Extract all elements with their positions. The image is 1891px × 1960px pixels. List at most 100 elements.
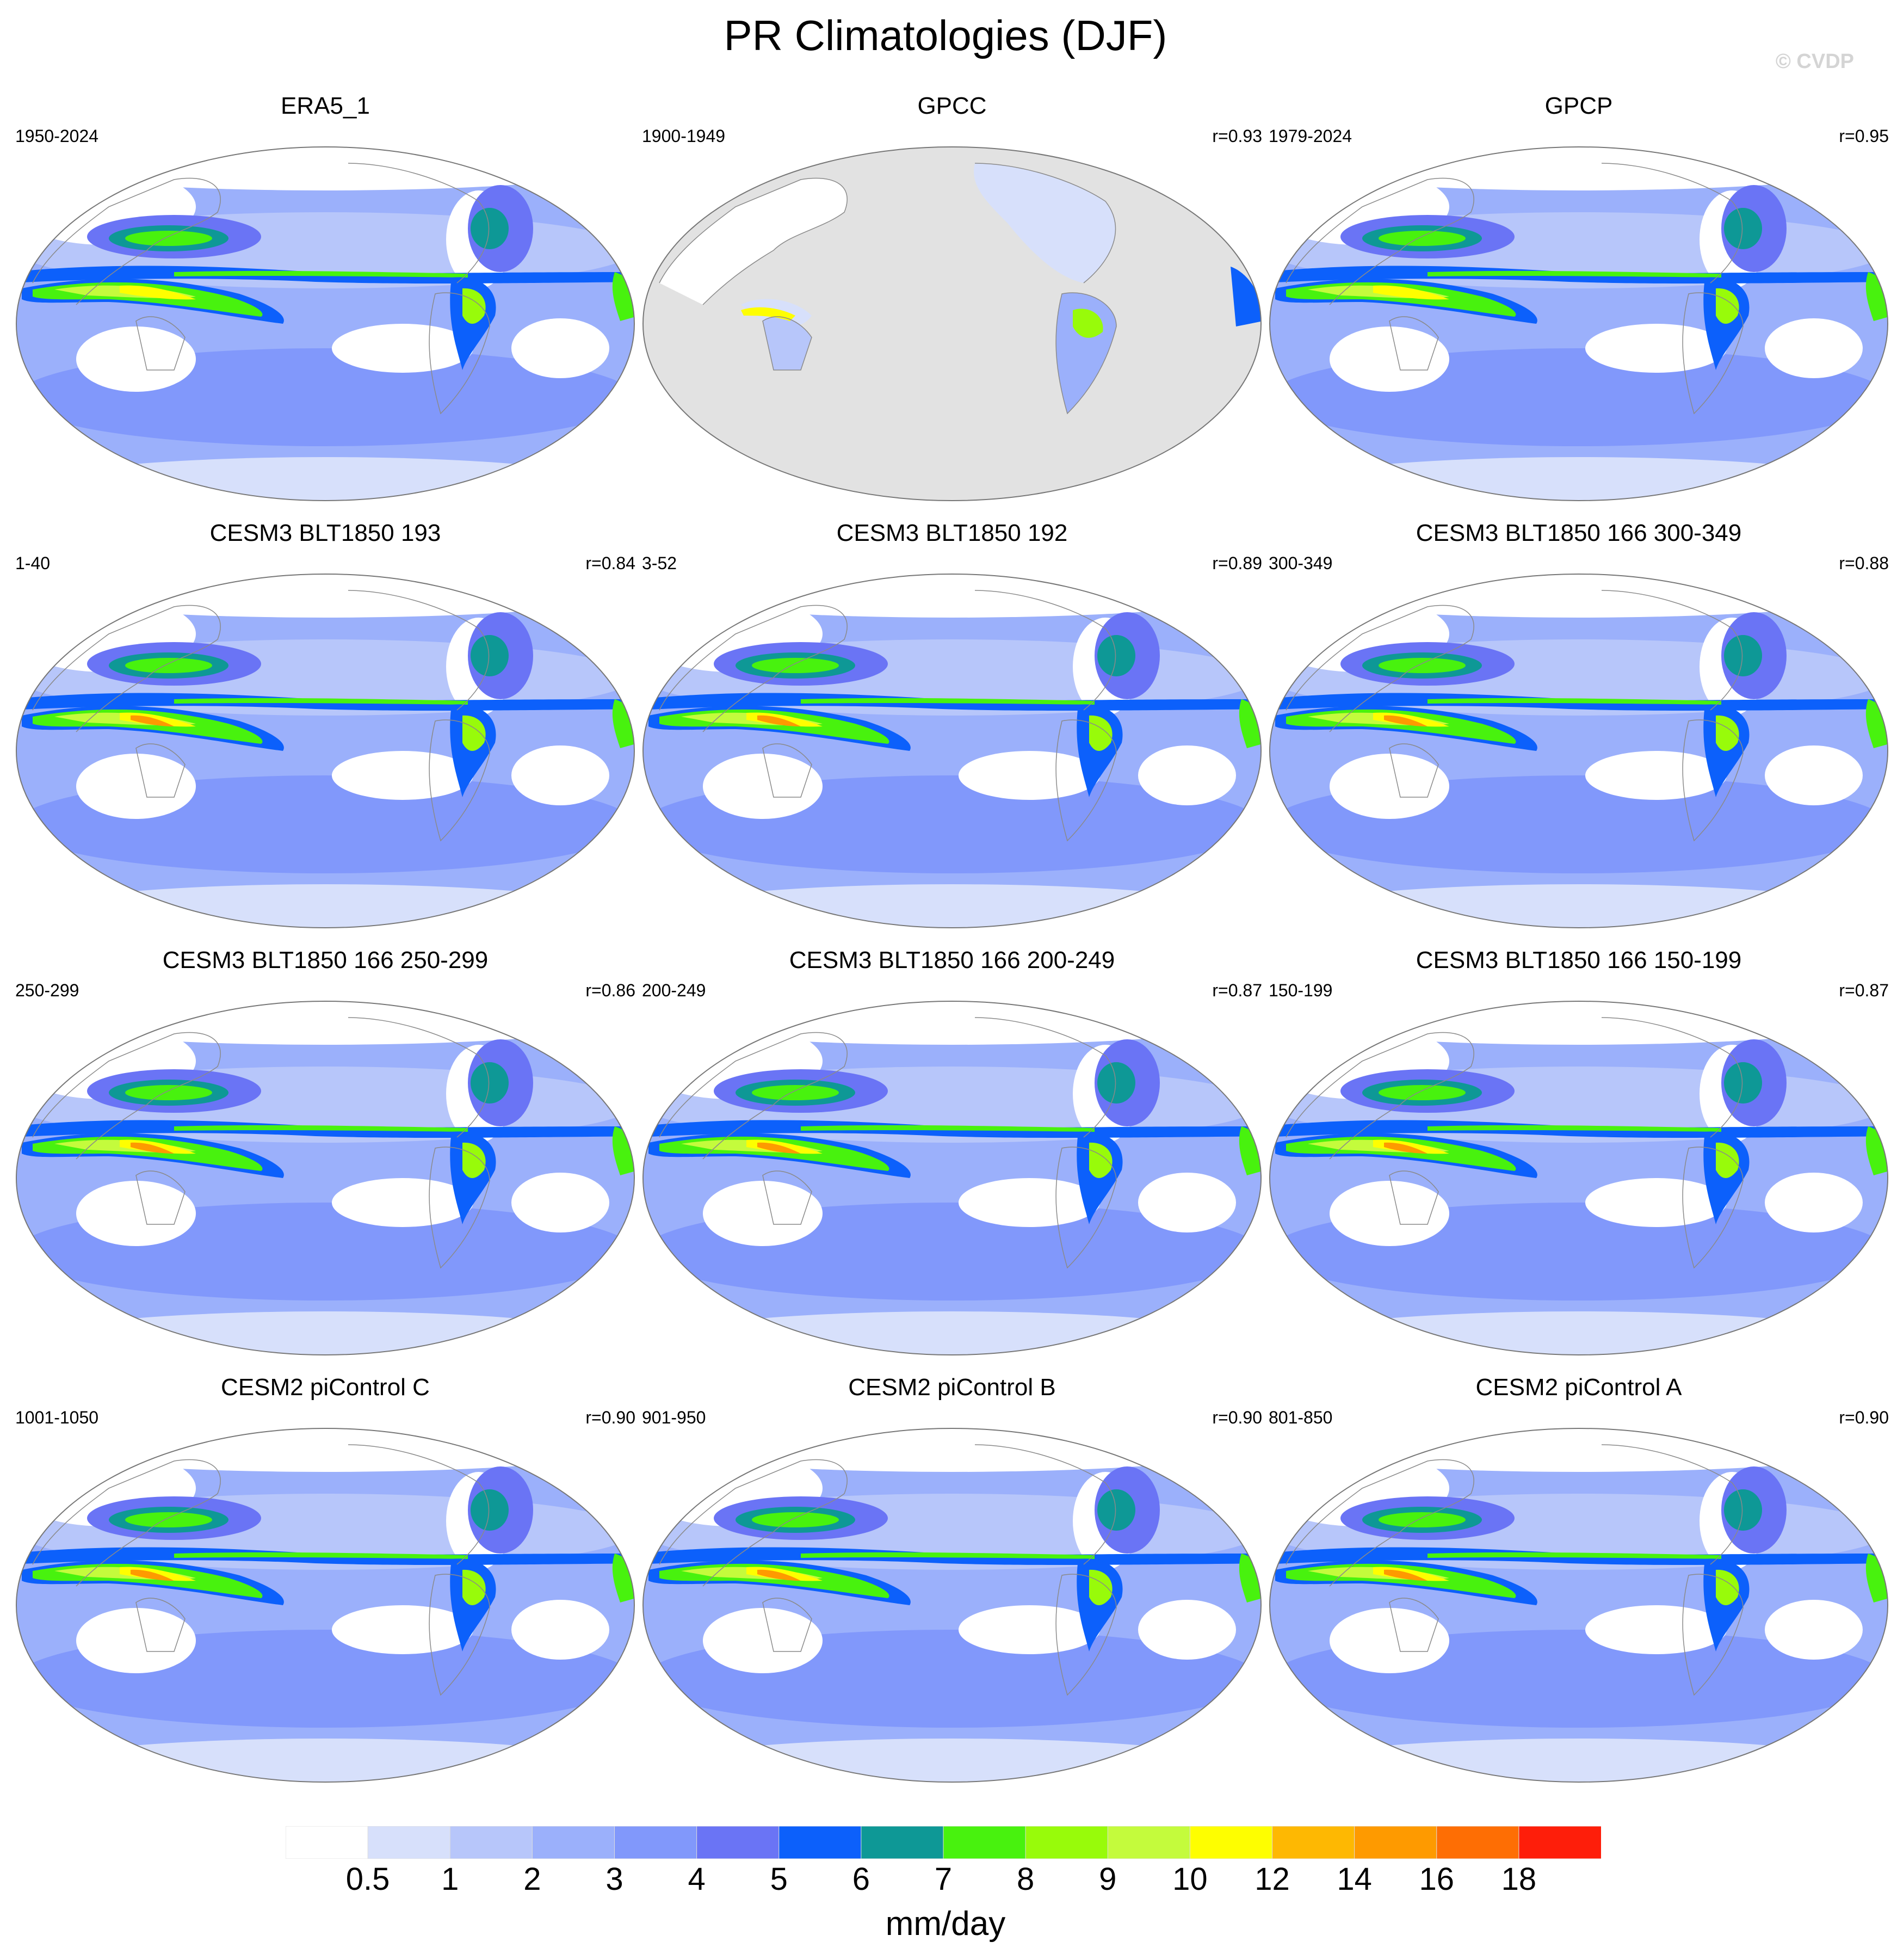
se-pacific-dry	[959, 1178, 1100, 1227]
coast-south-america	[1055, 719, 1117, 842]
map-border	[16, 1001, 635, 1355]
itcz-core	[174, 270, 468, 278]
se-pacific-dry	[332, 324, 473, 373]
itcz-core	[174, 698, 468, 705]
natl-core	[1724, 635, 1762, 676]
se-pacific-dry	[332, 1605, 473, 1654]
colorbar-tick-label: 10	[1172, 1862, 1208, 1897]
australia-dry	[1330, 1608, 1449, 1673]
npac-peak	[1379, 231, 1466, 246]
colorbar-tick-label: 2	[523, 1862, 541, 1897]
coast-north-america	[974, 1017, 1116, 1138]
map-border	[16, 146, 635, 501]
itcz-core	[174, 1552, 468, 1559]
panel-years: 1001-1050	[15, 1408, 99, 1427]
coast-north-america	[1601, 1017, 1743, 1138]
npac-peak	[1379, 1512, 1466, 1527]
coast-eurasia	[32, 1459, 221, 1587]
warm-pool-peak	[757, 1569, 801, 1581]
map-panel: CESM3 BLT1850 166 200-249 200-249 r=0.87	[638, 947, 1266, 1360]
panel-correlation: r=0.93	[1212, 126, 1262, 146]
panel-title: CESM3 BLT1850 193	[209, 520, 441, 546]
precip-map	[16, 146, 635, 501]
coast-eurasia	[32, 1032, 221, 1160]
coast-north-america	[1601, 163, 1743, 283]
map-border	[1269, 1428, 1888, 1783]
map-panel: CESM3 BLT1850 166 150-199 150-199 r=0.87	[1264, 947, 1891, 1360]
australia-dry	[1330, 1181, 1449, 1246]
panel-years: 901-950	[642, 1408, 706, 1427]
precip-map	[642, 1428, 1262, 1783]
colorbar-swatch	[1107, 1826, 1191, 1859]
colorbar-tick-label: 8	[1016, 1862, 1035, 1897]
se-pacific-dry	[959, 1605, 1100, 1654]
map-panel: CESM3 BLT1850 193 1-40 r=0.84	[11, 520, 640, 933]
polar-south	[16, 884, 634, 928]
atlantic-dry	[1765, 318, 1863, 378]
polar-north	[1270, 1001, 1888, 1045]
polar-south	[1270, 1739, 1888, 1782]
panel-title: CESM3 BLT1850 166 300-349	[1416, 520, 1742, 546]
npac-peak	[125, 231, 212, 246]
coast-australia	[1389, 1170, 1439, 1225]
panel-correlation: r=0.90	[1212, 1408, 1262, 1427]
colorbar-tick-label: 14	[1337, 1862, 1372, 1897]
panel-title: CESM3 BLT1850 166 250-299	[162, 947, 489, 973]
coast-north-america	[974, 163, 1116, 283]
ocean-missing-fill	[643, 147, 1261, 501]
coast-south-america	[1682, 719, 1744, 842]
australia-dry	[1330, 754, 1449, 819]
precip-map	[642, 1001, 1262, 1355]
map-panel: ERA5_1 1950-2024	[11, 93, 640, 506]
australia-dry	[76, 1608, 196, 1673]
npac-peak	[752, 658, 839, 673]
map-border	[16, 574, 635, 928]
se-pacific-dry	[1585, 324, 1727, 373]
panel-years: 1-40	[15, 553, 51, 573]
coast-north-america	[348, 1444, 490, 1565]
warm-pool-peak	[131, 715, 174, 726]
colorbar-units: mm/day	[885, 1905, 1006, 1943]
coast-eurasia	[659, 1459, 848, 1587]
coast-south-america	[429, 719, 490, 842]
warm-pool-peak	[757, 715, 801, 726]
polar-north	[16, 147, 634, 190]
map-border	[642, 1428, 1262, 1783]
colorbar-tick-label: 9	[1099, 1862, 1117, 1897]
npac-peak	[125, 1085, 212, 1100]
map-panel: CESM3 BLT1850 192 3-52 r=0.89	[638, 520, 1266, 933]
atlantic-dry	[1765, 745, 1863, 805]
coast-australia	[762, 743, 812, 798]
coast-north-america	[348, 590, 490, 711]
polar-north	[1270, 1428, 1888, 1472]
polar-north	[1270, 574, 1888, 618]
colorbar-tick-label: 18	[1501, 1862, 1537, 1897]
panel-years: 1950-2024	[15, 126, 99, 146]
panel-correlation: r=0.88	[1839, 553, 1889, 573]
colorbar-tick-label: 6	[852, 1862, 870, 1897]
coast-australia	[1389, 1598, 1439, 1652]
polar-south	[16, 457, 634, 501]
precip-map	[642, 574, 1262, 928]
colorbar-swatch	[1354, 1826, 1437, 1859]
warm-pool-peak	[131, 1142, 174, 1154]
australia-dry	[703, 754, 823, 819]
colorbar-swatch	[1518, 1826, 1601, 1859]
indonesia-rain	[741, 307, 795, 321]
polar-south	[643, 884, 1261, 928]
coast-north-america	[348, 1017, 490, 1138]
panel-correlation: r=0.90	[585, 1408, 635, 1427]
coast-south-america	[429, 292, 490, 415]
map-panel: CESM2 piControl B 901-950 r=0.90	[638, 1374, 1266, 1788]
warm-pool-peak	[131, 1569, 174, 1581]
polar-north	[643, 1001, 1261, 1045]
natl-core	[471, 1489, 509, 1531]
coast-south-america	[1055, 292, 1117, 415]
panel-years: 250-299	[15, 981, 79, 1000]
polar-north	[643, 574, 1261, 618]
itcz-core	[801, 698, 1095, 705]
colorbar-swatch	[614, 1826, 697, 1859]
polar-south	[1270, 1311, 1888, 1355]
se-pacific-dry	[1585, 751, 1727, 800]
map-border	[642, 146, 1262, 501]
